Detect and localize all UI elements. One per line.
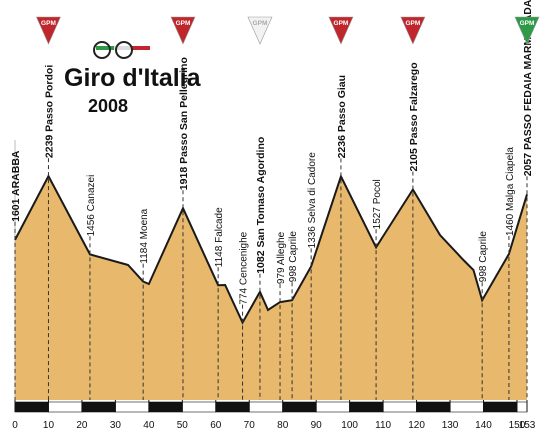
x-tick-label: 30	[110, 420, 122, 431]
waypoint-label: 774 Cencenighe	[239, 231, 250, 304]
gpm-marker	[514, 16, 540, 45]
logo-title: Giro d'Italia	[64, 64, 202, 92]
waypoint-label: 1336 Selva di Cadore	[307, 152, 318, 249]
x-tick-label: 140	[475, 420, 492, 431]
x-tick-label: 100	[341, 420, 358, 431]
logo-wheel	[115, 41, 133, 59]
x-tick-label: 50	[177, 420, 189, 431]
waypoint-label: 2236 Passo Giau	[336, 75, 348, 158]
waypoint-label: 1082 San Tomaso Agordino	[255, 137, 267, 274]
gpm-label: GPM	[253, 20, 268, 27]
axis-segment	[248, 401, 284, 413]
x-tick-label: 110	[375, 420, 391, 431]
waypoint-label: 2239 Passo Pordoi	[43, 65, 55, 158]
axis-segment	[282, 401, 317, 413]
axis-segment	[416, 401, 451, 413]
logo-year: 2008	[88, 96, 128, 116]
axis-segment	[81, 401, 116, 413]
axis-segment	[483, 401, 518, 413]
waypoint-label: 2057 PASSO FEDAIA MARMOLADA	[522, 0, 534, 176]
axis-segment	[516, 401, 528, 413]
x-tick-label: 0	[12, 420, 18, 431]
axis-segment	[382, 401, 417, 413]
x-tick-label: 153	[519, 420, 536, 431]
axis-segment	[215, 401, 250, 413]
waypoint-label: 1527 Pocol	[372, 179, 383, 229]
x-tick-label: 150	[509, 420, 526, 431]
gpm-label: GPM	[405, 20, 420, 27]
waypoint-label: 1918 Passo San Pellegrino	[178, 57, 190, 190]
logo-flag	[132, 46, 150, 50]
x-tick-label: 20	[76, 420, 88, 431]
axis-segment	[182, 401, 217, 413]
x-tick-label: 60	[210, 420, 222, 431]
x-tick-label: 80	[277, 420, 289, 431]
waypoint-label: 1184 Moena	[139, 208, 150, 263]
gpm-marker	[36, 16, 61, 45]
waypoint-label: 1148 Falcade	[214, 207, 225, 267]
axis-segment	[14, 401, 49, 413]
axis-segment	[349, 401, 384, 413]
gpm-marker	[170, 16, 196, 45]
axis-segment	[48, 401, 83, 413]
axis-segment	[148, 401, 183, 413]
x-tick-label: 40	[143, 420, 155, 431]
x-tick-label: 10	[43, 420, 55, 431]
logo-wheel	[93, 41, 111, 59]
gpm-marker	[328, 16, 354, 45]
x-tick-label: 130	[442, 420, 459, 431]
axis-segment	[115, 401, 150, 413]
gpm-marker	[247, 16, 273, 45]
x-tick-label: 90	[311, 420, 323, 431]
waypoint-label: 998 Caprile	[478, 231, 489, 283]
axis-segment	[449, 401, 484, 413]
waypoint-label: 1456 Canazei	[86, 175, 97, 237]
gpm-label: GPM	[176, 20, 191, 27]
waypoint-label: 2105 Passo Falzarego	[408, 62, 420, 171]
x-tick-label: 70	[244, 420, 256, 431]
axis-segment	[315, 401, 350, 413]
gpm-label: GPM	[334, 20, 349, 27]
logo-flag	[114, 46, 132, 50]
waypoint-label: 1460 Malga Ciapela	[505, 147, 516, 236]
waypoint-label: 979 Alleghe	[276, 231, 287, 284]
profile-line	[14, 173, 528, 325]
gpm-marker	[400, 16, 426, 45]
logo-flag	[96, 46, 114, 50]
waypoint-label: 998 Caprile	[288, 231, 299, 283]
gpm-label: GPM	[520, 20, 535, 27]
waypoint-label: 1601 ARABBA	[10, 150, 22, 222]
x-tick-label: 120	[408, 420, 425, 431]
gpm-label: GPM	[41, 20, 56, 27]
